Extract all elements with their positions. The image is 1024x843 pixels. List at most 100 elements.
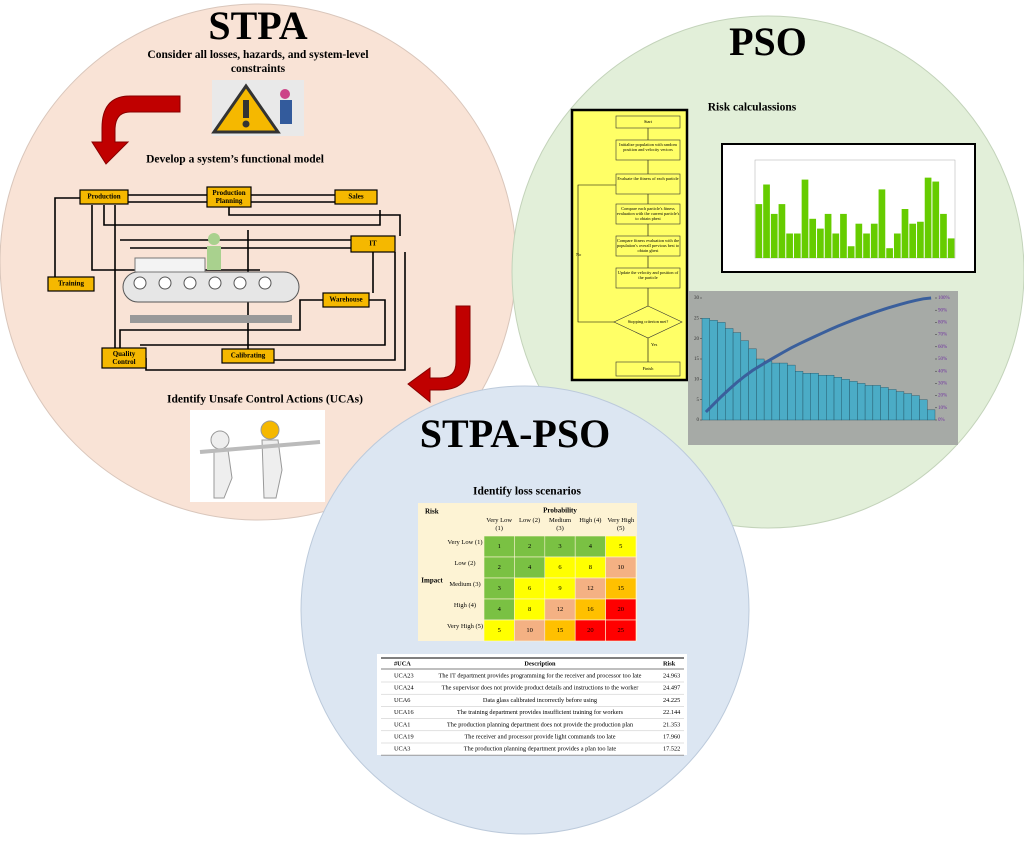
- flow-step-box: [615, 203, 681, 225]
- matrix-cell: [605, 619, 637, 642]
- flow-step: Compare fitness evaluation with the popu…: [616, 238, 680, 253]
- table-header: Risk: [663, 660, 676, 667]
- matrix-cell-value: 8: [589, 564, 592, 571]
- matrix-cell-value: 20: [618, 606, 625, 613]
- bar: [864, 385, 874, 421]
- y2-tick-label: 60%: [938, 345, 947, 350]
- table-cell: UCA16: [394, 709, 414, 716]
- bar: [701, 318, 710, 421]
- table-cell: The receiver and processor provide light…: [464, 733, 615, 740]
- table-cell: The supervisor does not provide product …: [442, 685, 640, 692]
- matrix-cell-value: 12: [557, 606, 564, 613]
- bar: [717, 322, 726, 421]
- warning-icon: [211, 80, 304, 136]
- bar: [903, 393, 912, 421]
- matrix-cell-value: 3: [558, 543, 561, 550]
- matrix-cell-value: 16: [587, 606, 594, 613]
- matrix-col-header-wrap: Very Low (1): [486, 517, 512, 532]
- y-tick-label: 5: [697, 398, 700, 403]
- matrix-cell-value: 6: [558, 564, 562, 571]
- y2-tick-label: 0%: [938, 418, 945, 423]
- bar: [932, 181, 940, 258]
- model-box-label: Production Planning: [212, 189, 246, 205]
- matrix-col-header: Low (2): [519, 517, 541, 524]
- table-header: Description: [524, 660, 556, 667]
- table-cell: 17.522: [663, 746, 680, 753]
- y-tick-label: 30: [694, 296, 700, 301]
- matrix-row-header-wrap: Medium (3): [449, 581, 481, 588]
- flow-start: Start: [644, 119, 653, 124]
- bar: [732, 332, 742, 421]
- bar: [872, 385, 881, 421]
- table-cell: UCA23: [394, 672, 414, 679]
- flow-step-wrap: Compare fitness evaluation with the popu…: [616, 238, 680, 253]
- matrix-col-header-wrap: Very High (5): [607, 517, 635, 532]
- y2-tick-label: 50%: [938, 357, 947, 362]
- matrix-col-header: Very High (5): [607, 517, 635, 532]
- table-cell: The IT department provides programming f…: [439, 672, 642, 679]
- red-arrow: [91, 95, 181, 165]
- matrix-cell-value: 10: [526, 627, 533, 634]
- model-box-label: Sales: [348, 193, 363, 201]
- bar: [809, 218, 817, 258]
- bar: [801, 179, 809, 258]
- bar: [863, 233, 870, 258]
- matrix-cell-value: 1: [498, 543, 501, 550]
- table-cell: 21.353: [663, 721, 680, 728]
- flow-step-wrap: Initialize population with random positi…: [619, 142, 677, 152]
- bar: [841, 379, 850, 421]
- matrix-cell-value: 5: [619, 543, 622, 550]
- bar: [917, 221, 924, 258]
- y-tick-label: 10: [694, 377, 700, 382]
- bar: [940, 213, 947, 258]
- table-header: #UCA: [394, 660, 411, 667]
- matrix-cell-value: 15: [557, 627, 564, 634]
- flow-no: No: [576, 252, 581, 257]
- matrix-col-header: High (4): [579, 517, 602, 524]
- matrix-row-header: High (4): [453, 602, 477, 609]
- model-box-label: Quality Control: [112, 350, 136, 366]
- matrix-cell-value: 2: [528, 543, 531, 550]
- bar: [911, 395, 920, 421]
- flow-step-box: [615, 235, 681, 257]
- bar: [880, 387, 889, 421]
- table-cell: Data glass calibrated incorrectly before…: [483, 697, 598, 704]
- stpa-pso-subtitle: Identify loss scenarios: [473, 486, 582, 498]
- bar: [833, 377, 842, 421]
- bar: [855, 223, 863, 258]
- matrix-col-header-wrap: Low (2): [519, 517, 541, 524]
- bar: [818, 375, 827, 421]
- matrix-row-header: Medium (3): [449, 581, 481, 588]
- table-cell: The production planning department provi…: [464, 746, 617, 753]
- matrix-row-header-wrap: Very Low (1): [447, 539, 482, 546]
- bar: [763, 360, 773, 421]
- matrix-cell-value: 4: [498, 606, 502, 613]
- bar: [927, 409, 936, 421]
- table-cell: UCA3: [394, 746, 410, 753]
- matrix-cell-value: 8: [528, 606, 531, 613]
- matrix-cell-value: 25: [618, 627, 625, 634]
- bar: [826, 375, 835, 421]
- stpa-step3: Identify Unsafe Control Actions (UCAs): [167, 394, 363, 406]
- flow-step: Compare each particle's fitness evaluati…: [616, 206, 680, 221]
- stpa-title: STPA: [208, 3, 307, 48]
- matrix-cell-value: 12: [587, 585, 594, 592]
- bar: [888, 389, 897, 421]
- bar: [748, 348, 757, 421]
- bar: [817, 228, 824, 258]
- bar: [878, 189, 886, 258]
- y2-tick-label: 100%: [938, 296, 950, 301]
- table-cell: 24.963: [663, 672, 680, 679]
- flow-step: Initialize population with random positi…: [619, 142, 677, 152]
- matrix-row-header-wrap: High (4): [453, 602, 477, 609]
- table-cell: UCA24: [394, 685, 414, 692]
- y2-tick-label: 10%: [938, 406, 947, 411]
- bar: [795, 371, 804, 421]
- bar: [832, 233, 840, 258]
- bar: [847, 246, 855, 258]
- matrix-cell-value: 5: [498, 627, 501, 634]
- flow-step-box: [615, 173, 681, 195]
- y2-tick-label: 70%: [938, 333, 947, 338]
